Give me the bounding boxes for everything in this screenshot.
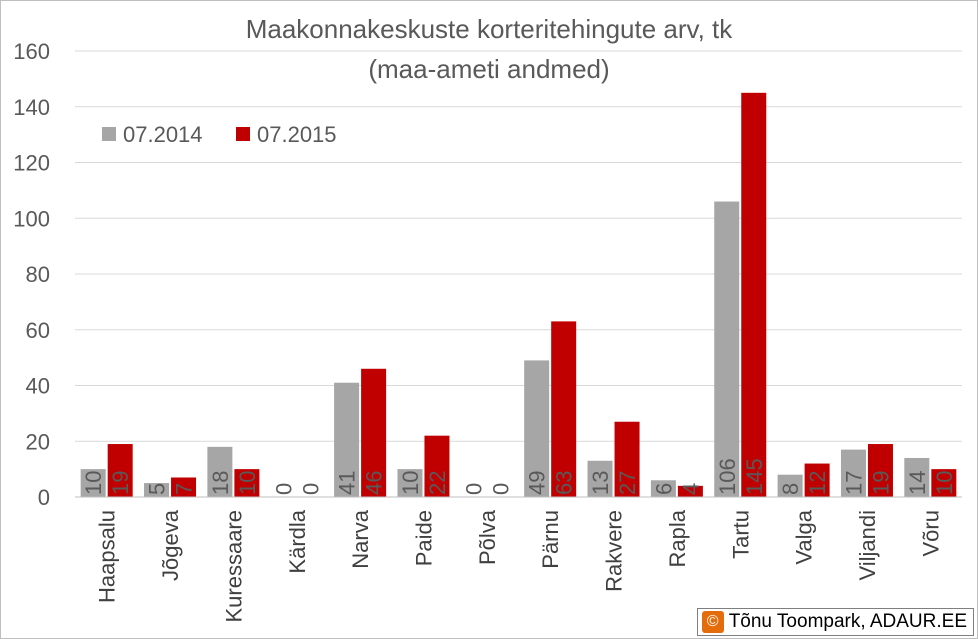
bar-07.2015-Pärnu [551, 321, 577, 497]
x-tick-label: Põlva [475, 509, 500, 565]
bar-07.2014-Paide [397, 469, 423, 497]
y-tick-label: 160 [13, 39, 50, 64]
legend-swatch [102, 127, 116, 141]
bar-07.2014-Tartu [714, 201, 740, 497]
credit-text: Tõnu Toompark, ADAUR.EE [728, 611, 967, 632]
bar-07.2014-Rapla [650, 480, 676, 497]
data-label: 0 [298, 483, 323, 495]
bar-07.2014-Haapsalu [80, 469, 106, 497]
data-label: 7 [172, 483, 197, 495]
bar-07.2014-Narva [334, 382, 360, 497]
data-label: 5 [145, 483, 170, 495]
bar-07.2015-Rakvere [614, 421, 640, 497]
bar-07.2014-Rakvere [587, 460, 613, 497]
data-label: 19 [108, 471, 133, 495]
x-tick-label: Valga [792, 509, 817, 564]
data-label: 17 [841, 471, 866, 495]
data-label: 8 [778, 483, 803, 495]
data-label: 46 [362, 471, 387, 495]
bar-07.2014-Kuressaare [207, 446, 233, 497]
bar-07.2015-Võru [931, 469, 957, 497]
bar-07.2015-Tartu [741, 92, 767, 497]
y-tick-label: 80 [26, 262, 50, 287]
data-label: 13 [588, 471, 613, 495]
x-tick-label: Haapsalu [95, 510, 120, 603]
chart-title: Maakonnakeskuste korteritehingute arv, t… [245, 14, 733, 44]
data-label: 41 [335, 471, 360, 495]
bars: 10 19 5 7 18 10 0 0 41 46 10 22 0 0 49 63 13 27 6 4 106 145 8 1… [80, 92, 957, 497]
data-label: 19 [868, 471, 893, 495]
data-label: 10 [235, 471, 260, 495]
data-label: 106 [715, 458, 740, 495]
x-tick-label: Narva [348, 509, 373, 568]
data-label: 12 [805, 471, 830, 495]
x-tick-label: Viljandi [855, 510, 880, 581]
x-tick-label: Rakvere [602, 510, 627, 592]
y-tick-label: 100 [13, 206, 50, 231]
data-label: 63 [552, 471, 577, 495]
y-tick-label: 20 [26, 429, 50, 454]
data-label: 10 [932, 471, 957, 495]
bar-07.2015-Rapla [677, 485, 703, 497]
y-tick-label: 140 [13, 95, 50, 120]
x-tick-label: Tartu [728, 510, 753, 559]
x-tick-label: Kärdla [285, 509, 310, 573]
legend-label: 07.2014 [123, 122, 203, 147]
bar-07.2015-Valga [804, 463, 830, 497]
data-label: 27 [615, 471, 640, 495]
data-label: 0 [271, 483, 296, 495]
y-tick-label: 40 [26, 374, 50, 399]
legend-swatch [236, 127, 250, 141]
copyright-icon: © [701, 611, 724, 633]
data-label: 0 [488, 483, 513, 495]
data-label: 49 [525, 471, 550, 495]
bar-07.2015-Kuressaare [234, 469, 260, 497]
data-label: 145 [742, 458, 767, 495]
x-tick-label: Pärnu [538, 510, 563, 569]
x-tick-label: Jõgeva [158, 509, 183, 581]
bar-07.2014-Jõgeva [144, 483, 170, 497]
x-tick-label: Kuressaare [221, 510, 246, 623]
y-tick-label: 120 [13, 151, 50, 176]
bar-07.2015-Narva [361, 368, 387, 497]
legend: 07.2014 07.2015 [102, 122, 337, 147]
bar-07.2015-Paide [424, 435, 450, 497]
data-label: 22 [425, 471, 450, 495]
data-label: 18 [208, 471, 233, 495]
bar-07.2014-Pärnu [524, 360, 550, 497]
data-label: 0 [461, 483, 486, 495]
data-label: 6 [651, 483, 676, 495]
copyright-credit: © Tõnu Toompark, ADAUR.EE [696, 608, 974, 636]
bar-07.2014-Võru [904, 457, 930, 497]
bar-07.2015-Jõgeva [171, 477, 197, 497]
bar-07.2015-Viljandi [867, 444, 893, 497]
bar-07.2014-Viljandi [840, 449, 866, 497]
gridlines [75, 50, 962, 442]
bar-07.2015-Haapsalu [107, 444, 133, 497]
data-label: 10 [398, 471, 423, 495]
chart-subtitle: (maa-ameti andmed) [368, 54, 610, 84]
x-tick-label: Rapla [665, 509, 690, 567]
data-label: 10 [81, 471, 106, 495]
y-tick-label: 60 [26, 318, 50, 343]
y-tick-label: 0 [38, 485, 50, 510]
data-label: 4 [678, 483, 703, 495]
legend-label: 07.2015 [257, 122, 337, 147]
data-label: 14 [905, 471, 930, 495]
x-tick-label: Paide [411, 510, 436, 566]
x-tick-label: Võru [918, 510, 943, 556]
bar-07.2014-Valga [777, 474, 803, 497]
